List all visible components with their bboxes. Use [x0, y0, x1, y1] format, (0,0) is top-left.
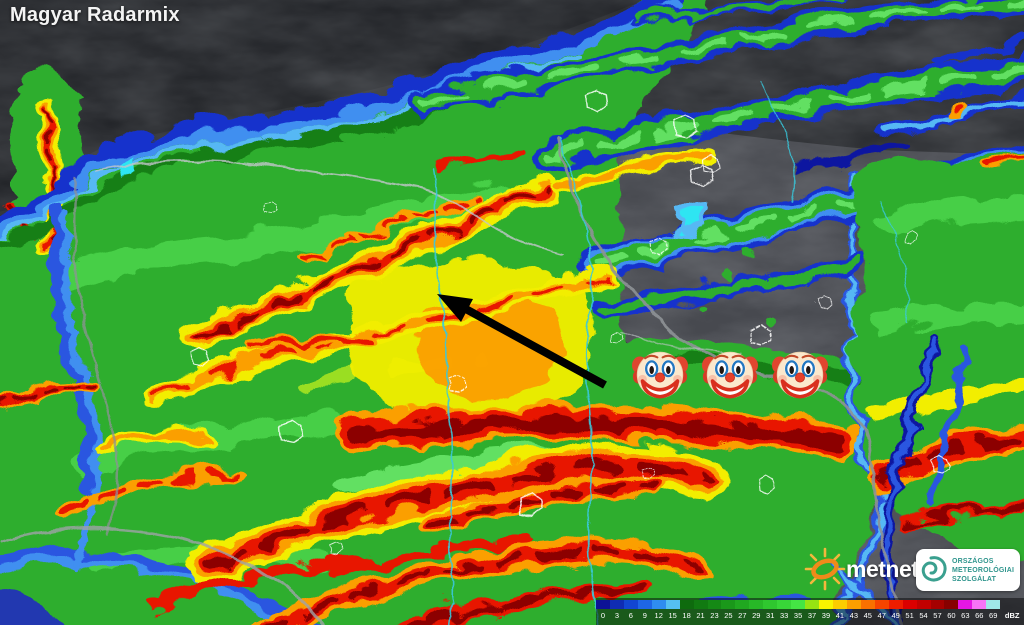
dbz-label-66: 66: [975, 611, 984, 620]
dbz-label-33: 33: [779, 611, 789, 620]
dbz-seg-69: [986, 600, 1001, 609]
dbz-label-49: 49: [891, 611, 900, 620]
dbz-label-47: 47: [877, 611, 886, 620]
dbz-seg-12: [651, 600, 666, 609]
hail-cyan-patch-west: [112, 150, 134, 174]
dbz-seg-39: [819, 600, 833, 609]
dbz-label-43: 43: [849, 611, 859, 620]
dbz-label-69: 69: [989, 611, 998, 620]
dbz-seg-15: [665, 600, 680, 609]
dbz-seg-35: [791, 600, 806, 609]
dbz-label-27: 27: [738, 611, 747, 620]
dbz-seg-57: [930, 600, 945, 609]
dbz-seg-66: [972, 600, 987, 609]
dbz-scale-segments: [596, 600, 1024, 609]
metnet-sun-icon: [804, 547, 846, 591]
page-title: Magyar Radarmix: [10, 4, 180, 26]
dbz-seg-51: [902, 600, 917, 609]
dbz-label-15: 15: [668, 611, 677, 620]
dbz-seg-60: [944, 600, 959, 609]
dbz-seg-25: [721, 600, 736, 609]
dbz-seg-3: [609, 600, 624, 609]
omsz-logo: ORSZÁGOS METEOROLÓGIAI SZOLGÁLAT: [916, 549, 1020, 591]
dbz-seg-47: [874, 600, 889, 609]
dbz-seg-6: [623, 600, 638, 609]
dbz-label-29: 29: [752, 611, 761, 620]
dbz-label-45: 45: [863, 611, 872, 620]
dbz-label-37: 37: [807, 611, 817, 620]
dbz-label-60: 60: [947, 611, 956, 620]
dbz-seg-37: [805, 600, 819, 609]
dbz-label-41: 41: [835, 611, 845, 620]
dbz-seg-18: [679, 600, 694, 609]
annotation-arrow: [437, 294, 607, 389]
dbz-seg-45: [860, 600, 875, 609]
dbz-seg-21: [693, 600, 708, 609]
dbz-label-0: 0: [600, 611, 606, 620]
dbz-seg-23: [707, 600, 722, 609]
omsz-line2: METEOROLÓGIAI: [952, 566, 1015, 574]
dbz-label-12: 12: [654, 611, 663, 620]
omsz-spiral-icon: [921, 556, 947, 582]
dbz-label-35: 35: [793, 611, 803, 620]
dbz-label-57: 57: [933, 611, 942, 620]
dbz-label-31: 31: [766, 611, 775, 620]
metnet-wordmark: metnet: [846, 555, 919, 582]
dbz-label-23: 23: [710, 611, 719, 620]
dbz-label-21: 21: [696, 611, 705, 620]
dbz-seg-29: [749, 600, 764, 609]
dbz-scale: 0 3 6 9 12 15 18 21 23 25 27 29 31 33 35 37 39 41 43 45 47 49…: [596, 598, 1024, 625]
dbz-label-3: 3: [614, 611, 619, 620]
dbz-scale-labels: 0 3 6 9 12 15 18 21 23 25 27 29 31 33 35 37 39 41 43 45 47 49…: [596, 609, 1024, 622]
dbz-seg-54: [916, 600, 931, 609]
dbz-label-9: 9: [642, 611, 647, 620]
dbz-seg-63: [958, 600, 973, 609]
dbz-seg-49: [888, 600, 903, 609]
dbz-label-6: 6: [628, 611, 633, 620]
hail-cyan-patch-center: [671, 199, 703, 231]
omsz-line3: SZOLGÁLAT: [952, 575, 997, 583]
dbz-seg-27: [735, 600, 750, 609]
dbz-seg-9: [637, 600, 652, 609]
dbz-seg-0: [596, 600, 610, 609]
dbz-label-54: 54: [919, 611, 928, 620]
dbz-seg-43: [846, 600, 861, 609]
dbz-label-18: 18: [682, 611, 691, 620]
dbz-seg-41: [832, 600, 847, 609]
dbz-label-39: 39: [821, 611, 831, 620]
dbz-seg-31: [763, 600, 778, 609]
dbz-label-51: 51: [905, 611, 914, 620]
omsz-line1: ORSZÁGOS: [952, 557, 994, 565]
metnet-logo: metnet: [800, 547, 919, 591]
dbz-label-63: 63: [961, 611, 970, 620]
dbz-label-25: 25: [724, 611, 733, 620]
dbz-seg-33: [777, 600, 792, 609]
dbz-unit-label: dBZ: [1004, 611, 1020, 620]
clown-row: [632, 350, 828, 400]
